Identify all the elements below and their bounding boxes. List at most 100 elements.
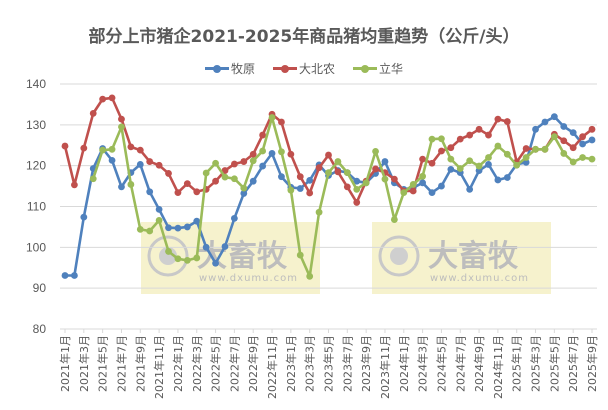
data-point[interactable] <box>513 161 521 169</box>
data-point[interactable] <box>221 173 229 181</box>
data-point[interactable] <box>240 190 248 197</box>
data-point[interactable] <box>202 169 210 177</box>
data-point[interactable] <box>353 199 361 206</box>
data-point[interactable] <box>522 154 530 161</box>
data-point[interactable] <box>259 147 267 155</box>
data-point[interactable] <box>466 131 474 139</box>
data-point[interactable] <box>560 137 568 145</box>
data-point[interactable] <box>494 115 502 123</box>
data-point[interactable] <box>146 188 154 196</box>
data-point[interactable] <box>278 173 285 181</box>
data-point[interactable] <box>560 150 568 157</box>
data-point[interactable] <box>532 125 539 133</box>
data-point[interactable] <box>80 144 88 152</box>
data-point[interactable] <box>268 114 276 121</box>
data-point[interactable] <box>118 115 125 123</box>
data-point[interactable] <box>202 243 210 251</box>
data-point[interactable] <box>475 125 483 133</box>
data-point[interactable] <box>438 147 445 155</box>
data-point[interactable] <box>560 123 568 130</box>
data-point[interactable] <box>466 157 474 165</box>
data-point[interactable] <box>438 135 445 143</box>
data-point[interactable] <box>315 164 323 172</box>
data-point[interactable] <box>503 174 511 181</box>
data-point[interactable] <box>249 150 257 158</box>
data-point[interactable] <box>193 217 201 225</box>
data-point[interactable] <box>259 131 267 139</box>
data-point[interactable] <box>183 223 191 231</box>
data-point[interactable] <box>325 151 332 159</box>
data-point[interactable] <box>579 133 586 141</box>
data-point[interactable] <box>447 144 455 152</box>
data-point[interactable] <box>146 158 154 165</box>
data-point[interactable] <box>372 165 379 173</box>
data-point[interactable] <box>588 125 596 133</box>
data-point[interactable] <box>221 243 229 250</box>
data-point[interactable] <box>419 172 427 180</box>
data-point[interactable] <box>315 208 323 216</box>
data-point[interactable] <box>438 182 445 190</box>
data-point[interactable] <box>230 160 238 168</box>
data-point[interactable] <box>503 150 511 158</box>
data-point[interactable] <box>278 118 285 126</box>
data-point[interactable] <box>240 184 248 192</box>
data-point[interactable] <box>447 155 455 163</box>
data-point[interactable] <box>174 255 182 263</box>
data-point[interactable] <box>71 272 78 279</box>
data-point[interactable] <box>569 144 577 152</box>
data-point[interactable] <box>249 177 257 185</box>
data-point[interactable] <box>155 161 163 169</box>
data-point[interactable] <box>240 158 248 165</box>
data-point[interactable] <box>409 181 417 188</box>
data-point[interactable] <box>287 186 295 194</box>
data-point[interactable] <box>466 185 474 193</box>
data-point[interactable] <box>503 118 511 125</box>
data-point[interactable] <box>193 188 201 196</box>
data-point[interactable] <box>259 162 267 170</box>
data-point[interactable] <box>165 170 172 177</box>
data-point[interactable] <box>579 154 586 161</box>
data-point[interactable] <box>400 189 408 197</box>
data-point[interactable] <box>89 175 97 183</box>
data-point[interactable] <box>522 145 530 152</box>
data-point[interactable] <box>155 205 163 213</box>
data-point[interactable] <box>456 135 464 143</box>
data-point[interactable] <box>419 179 427 187</box>
data-point[interactable] <box>230 175 238 183</box>
data-point[interactable] <box>428 135 436 143</box>
data-point[interactable] <box>334 158 342 165</box>
data-point[interactable] <box>61 142 69 150</box>
legend-item-muyuan[interactable]: 牧原 <box>204 60 255 77</box>
data-point[interactable] <box>155 216 163 224</box>
data-point[interactable] <box>343 183 351 191</box>
data-point[interactable] <box>456 165 464 172</box>
data-point[interactable] <box>569 158 577 166</box>
data-point[interactable] <box>80 213 88 221</box>
data-point[interactable] <box>390 216 398 223</box>
data-point[interactable] <box>108 156 116 164</box>
data-point[interactable] <box>136 225 144 233</box>
data-point[interactable] <box>230 214 238 222</box>
data-point[interactable] <box>99 146 107 154</box>
data-point[interactable] <box>579 140 586 148</box>
data-point[interactable] <box>494 142 502 150</box>
data-point[interactable] <box>541 145 549 153</box>
data-point[interactable] <box>428 189 436 197</box>
data-point[interactable] <box>118 123 125 131</box>
data-point[interactable] <box>409 187 417 195</box>
data-point[interactable] <box>99 95 107 103</box>
data-point[interactable] <box>372 147 379 155</box>
data-point[interactable] <box>306 176 314 184</box>
data-point[interactable] <box>165 248 172 255</box>
data-point[interactable] <box>183 180 191 188</box>
data-point[interactable] <box>343 169 351 177</box>
data-point[interactable] <box>522 159 530 166</box>
data-point[interactable] <box>550 133 558 141</box>
data-point[interactable] <box>136 146 144 154</box>
data-point[interactable] <box>174 224 182 232</box>
data-point[interactable] <box>532 145 539 153</box>
data-point[interactable] <box>212 177 219 185</box>
data-point[interactable] <box>485 161 492 168</box>
data-point[interactable] <box>588 155 596 163</box>
data-point[interactable] <box>165 224 172 232</box>
